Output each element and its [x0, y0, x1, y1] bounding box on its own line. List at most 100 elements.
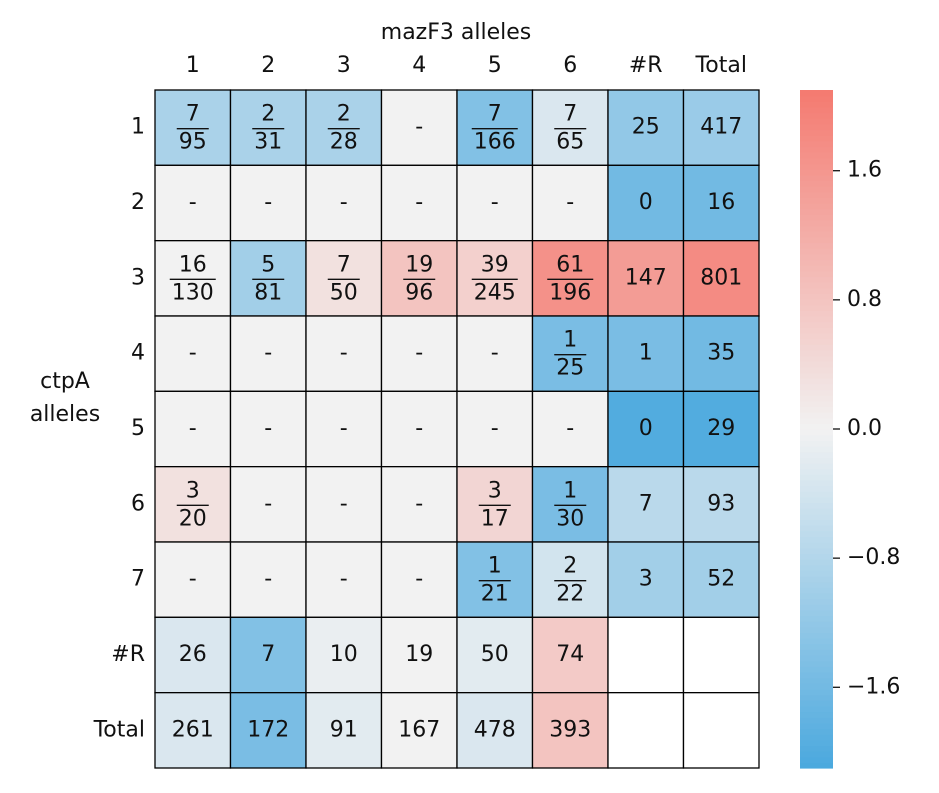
cell — [305, 89, 383, 166]
cell — [229, 164, 307, 242]
colorbar-segment — [800, 214, 833, 221]
cell-label: - — [340, 190, 348, 215]
y-tick-label: Total — [93, 717, 145, 742]
cell — [531, 89, 609, 166]
denominator: 25 — [556, 356, 584, 381]
colorbar-segment — [800, 95, 833, 102]
y-axis-label: alleles — [30, 402, 100, 427]
cell-label: - — [340, 341, 348, 366]
colorbar-segment — [800, 581, 833, 588]
numerator: 5 — [261, 252, 275, 277]
cell — [682, 164, 760, 242]
x-tick-label: 6 — [563, 53, 577, 78]
colorbar-segment — [800, 203, 833, 210]
cell — [682, 89, 760, 166]
denominator: 22 — [556, 582, 584, 607]
cell-label: 3 — [639, 567, 653, 592]
colorbar-segment — [800, 304, 833, 311]
cell-label: - — [566, 416, 574, 441]
cell-label: 52 — [707, 567, 735, 592]
cell — [607, 390, 685, 468]
cell-label: - — [189, 190, 197, 215]
colorbar-segment — [800, 191, 833, 198]
colorbar-segment — [800, 253, 833, 261]
colorbar-segment — [800, 299, 833, 306]
colorbar-segment — [800, 186, 833, 193]
x-axis-label: mazF3 alleles — [381, 20, 531, 45]
denominator: 196 — [549, 280, 591, 305]
colorbar-segment — [800, 677, 833, 684]
colorbar-segment — [800, 564, 833, 571]
cell-label: 393 — [549, 717, 591, 742]
colorbar-segment — [800, 378, 833, 385]
numerator: 3 — [488, 478, 502, 503]
numerator: 3 — [186, 478, 200, 503]
colorbar-segment — [800, 417, 833, 424]
empty-cell — [682, 692, 760, 769]
colorbar-segment — [800, 598, 833, 605]
cell — [456, 466, 534, 543]
colorbar-segment — [800, 615, 833, 622]
numerator: 39 — [481, 252, 509, 277]
colorbar-segment — [800, 332, 833, 340]
cell-label: - — [415, 491, 423, 516]
colorbar-segment — [800, 694, 833, 701]
colorbar-segment — [800, 502, 833, 509]
colorbar-segment — [800, 542, 833, 549]
colorbar-segment — [800, 592, 833, 600]
cell — [305, 541, 383, 618]
cell — [456, 315, 534, 392]
cell-label: 25 — [632, 115, 660, 140]
cell — [305, 315, 383, 392]
denominator: 81 — [254, 280, 282, 305]
cell — [456, 692, 534, 769]
cell-label: - — [340, 567, 348, 592]
cell — [456, 541, 534, 618]
colorbar-segment — [800, 106, 833, 114]
numerator: 7 — [337, 252, 351, 277]
colorbar-segment — [800, 756, 833, 763]
colorbar-segment — [800, 180, 833, 187]
colorbar-segment — [800, 434, 833, 441]
colorbar-segment — [800, 242, 833, 249]
cell-label: 74 — [556, 642, 584, 667]
cell-label: 801 — [700, 265, 742, 290]
colorbar-segment — [800, 440, 833, 447]
colorbar-segment — [800, 219, 833, 227]
denominator: 65 — [556, 130, 584, 155]
numerator: 2 — [563, 554, 577, 579]
colorbar-segment — [800, 728, 833, 735]
numerator: 16 — [179, 252, 207, 277]
cell-label: 93 — [707, 491, 735, 516]
y-tick-label: 2 — [131, 190, 145, 215]
denominator: 30 — [556, 506, 584, 531]
colorbar-segment — [800, 157, 833, 165]
colorbar-segment — [800, 429, 833, 436]
denominator: 31 — [254, 130, 282, 155]
cell-label: - — [340, 491, 348, 516]
y-tick-label: 6 — [131, 491, 145, 516]
colorbar-segment — [800, 140, 833, 148]
colorbar-segment — [800, 762, 833, 769]
colorbar-segment — [800, 169, 833, 176]
cell — [531, 240, 609, 317]
cell-label: - — [415, 341, 423, 366]
y-tick-label: 1 — [131, 115, 145, 140]
colorbar-segment — [800, 265, 833, 272]
colorbar-segment — [800, 276, 833, 283]
colorbar-segment — [800, 112, 833, 119]
colorbar-segment — [800, 225, 833, 232]
colorbar-tick-label: −0.8 — [847, 545, 900, 570]
cell-label: 10 — [330, 642, 358, 667]
empty-cell — [607, 616, 685, 694]
cell-label: 0 — [639, 190, 653, 215]
numerator: 7 — [186, 102, 200, 127]
colorbar-segment — [800, 479, 833, 487]
colorbar-segment — [800, 423, 833, 430]
y-axis-label: ctpA — [40, 369, 90, 394]
y-tick-label: 4 — [131, 341, 145, 366]
colorbar-segment — [800, 445, 833, 453]
colorbar-segment — [800, 129, 833, 136]
cell-label: - — [189, 567, 197, 592]
